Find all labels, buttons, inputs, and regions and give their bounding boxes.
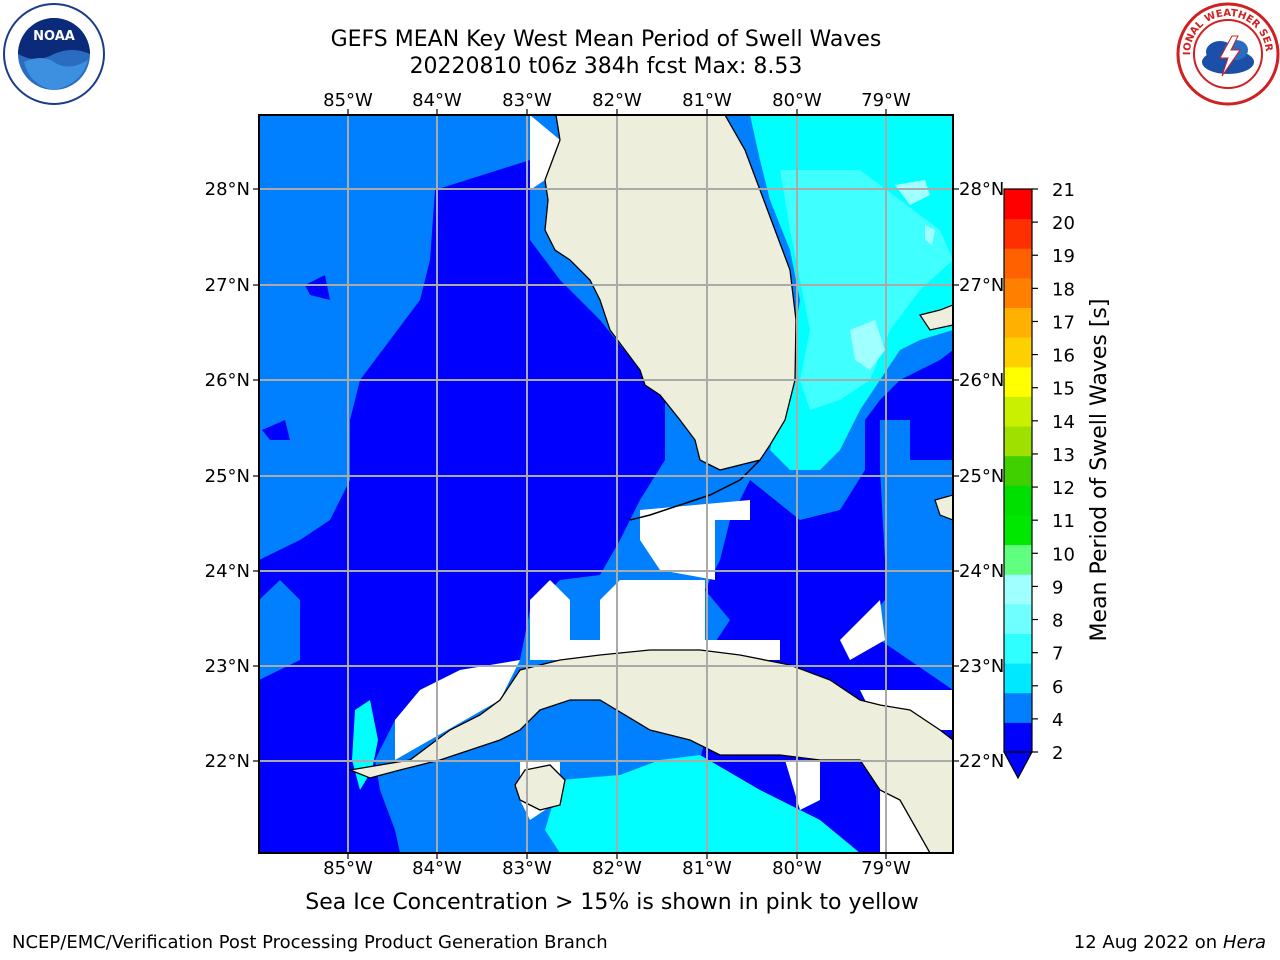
colorbar: 2 4 6 7 8 9 10 11 12 13 14 15 16 17 18 19 20 21 [1002, 180, 1075, 780]
colorbar-swatch [1004, 633, 1032, 664]
lon-label-top: 79°W [861, 90, 911, 111]
colorbar-swatch [1004, 603, 1032, 634]
nws-logo: NATIONAL WEATHER SERVICE [1176, 2, 1280, 106]
colorbar-swatch [1004, 307, 1032, 338]
lon-label-bottom: 82°W [592, 858, 642, 879]
colorbar-label: Mean Period of Swell Waves [s] [1087, 299, 1112, 642]
colorbar-swatch [1004, 544, 1032, 575]
lon-label-bottom: 80°W [772, 858, 822, 879]
colorbar-tick-label: 9 [1052, 577, 1063, 598]
lon-label-bottom: 84°W [412, 858, 462, 879]
swell-band-4-6s-south [545, 755, 860, 853]
lon-label-top: 82°W [592, 90, 642, 111]
lon-label-bottom: 85°W [323, 858, 373, 879]
colorbar-swatch [1004, 692, 1032, 723]
lat-label-right: 28°N [959, 179, 1004, 200]
sea-ice-note: Sea Ice Concentration > 15% is shown in … [305, 890, 919, 915]
colorbar-swatch [1004, 663, 1032, 694]
lon-label-top: 85°W [323, 90, 373, 111]
chart-subtitle: 20220810 t06z 384h fcst Max: 8.53 [409, 54, 803, 79]
colorbar-swatch [1004, 337, 1032, 368]
colorbar-tick-label: 8 [1052, 611, 1063, 632]
lat-label-right: 26°N [959, 370, 1004, 391]
colorbar-swatch [1004, 396, 1032, 427]
chart-title: GEFS MEAN Key West Mean Period of Swell … [330, 27, 882, 52]
colorbar-tick-label: 6 [1052, 677, 1063, 698]
lon-label-bottom: 79°W [861, 858, 911, 879]
lat-label-left: 27°N [205, 275, 250, 296]
colorbar-swatch [1004, 248, 1032, 279]
colorbar-frame [1003, 188, 1033, 753]
colorbar-swatch [1004, 277, 1032, 309]
lat-label-left: 26°N [205, 370, 250, 391]
swell-band-below-2s-west [262, 275, 330, 440]
colorbar-tick-label: 16 [1052, 346, 1075, 367]
colorbar-swatch [1004, 722, 1032, 753]
colorbar-tick-label: 10 [1052, 544, 1075, 565]
land-cuba [347, 649, 953, 853]
land-bahamas [919, 304, 953, 521]
lon-label-top: 83°W [502, 90, 552, 111]
lat-label-left: 23°N [205, 656, 250, 677]
noaa-logo: NOAA [3, 3, 105, 105]
map-frame [258, 114, 954, 854]
lat-label-left: 28°N [205, 179, 250, 200]
colorbar-tick-label: 2 [1052, 743, 1063, 764]
swell-period-field [259, 115, 953, 853]
swell-band-7-8s [850, 180, 935, 370]
footer-date-text: 12 Aug 2022 on [1073, 932, 1218, 953]
lat-label-right: 23°N [959, 656, 1004, 677]
colorbar-tick-label: 11 [1052, 511, 1075, 532]
lat-label-right: 24°N [959, 561, 1004, 582]
colorbar-swatch [1004, 218, 1032, 249]
noaa-logo-text: NOAA [33, 29, 75, 44]
lat-label-left: 25°N [205, 466, 250, 487]
lon-label-top: 84°W [412, 90, 462, 111]
colorbar-swatch [1004, 485, 1032, 516]
colorbar-swatch [1004, 426, 1032, 457]
colorbar-tick-label: 18 [1052, 279, 1075, 300]
lon-label-bottom: 81°W [682, 858, 732, 879]
colorbar-swatch [1004, 189, 1032, 220]
axis-labels: 85°W 84°W 83°W 82°W 81°W 80°W 79°W 85°W … [205, 90, 1005, 879]
swell-band-below-2s [259, 160, 665, 853]
swell-band-6-7s [780, 170, 953, 410]
colorbar-tick-label: 13 [1052, 445, 1075, 466]
lon-label-bottom: 83°W [502, 858, 552, 879]
colorbar-swatch [1004, 574, 1032, 605]
land-florida [544, 115, 797, 471]
colorbar-tick-label: 7 [1052, 644, 1063, 665]
colorbar-tick-label: 12 [1052, 478, 1075, 499]
colorbar-tick-label: 4 [1052, 710, 1063, 731]
colorbar-tick-label: 20 [1052, 213, 1075, 234]
footer-date: 12 Aug 2022 on Hera [1074, 932, 1266, 953]
lat-label-left: 22°N [205, 751, 250, 772]
lon-label-top: 81°W [682, 90, 732, 111]
colorbar-swatch [1004, 514, 1032, 546]
axis-ticks [253, 109, 959, 859]
footer-host: Hera [1222, 932, 1266, 953]
colorbar-tick-label: 17 [1052, 312, 1075, 333]
colorbar-tick-label: 21 [1052, 180, 1075, 201]
lat-label-right: 22°N [959, 751, 1004, 772]
footer-credit: NCEP/EMC/Verification Post Processing Pr… [12, 932, 608, 953]
lat-label-right: 27°N [959, 275, 1004, 296]
colorbar-swatch [1004, 455, 1032, 486]
graticule [259, 115, 953, 853]
colorbar-swatch [1004, 366, 1032, 397]
lat-label-left: 24°N [205, 561, 250, 582]
colorbar-extend-triangle [1002, 751, 1034, 780]
colorbar-tick-label: 14 [1052, 412, 1075, 433]
lon-label-top: 80°W [772, 90, 822, 111]
lat-label-right: 25°N [959, 466, 1004, 487]
colorbar-tick-label: 15 [1052, 379, 1075, 400]
colorbar-tick-label: 19 [1052, 246, 1075, 267]
